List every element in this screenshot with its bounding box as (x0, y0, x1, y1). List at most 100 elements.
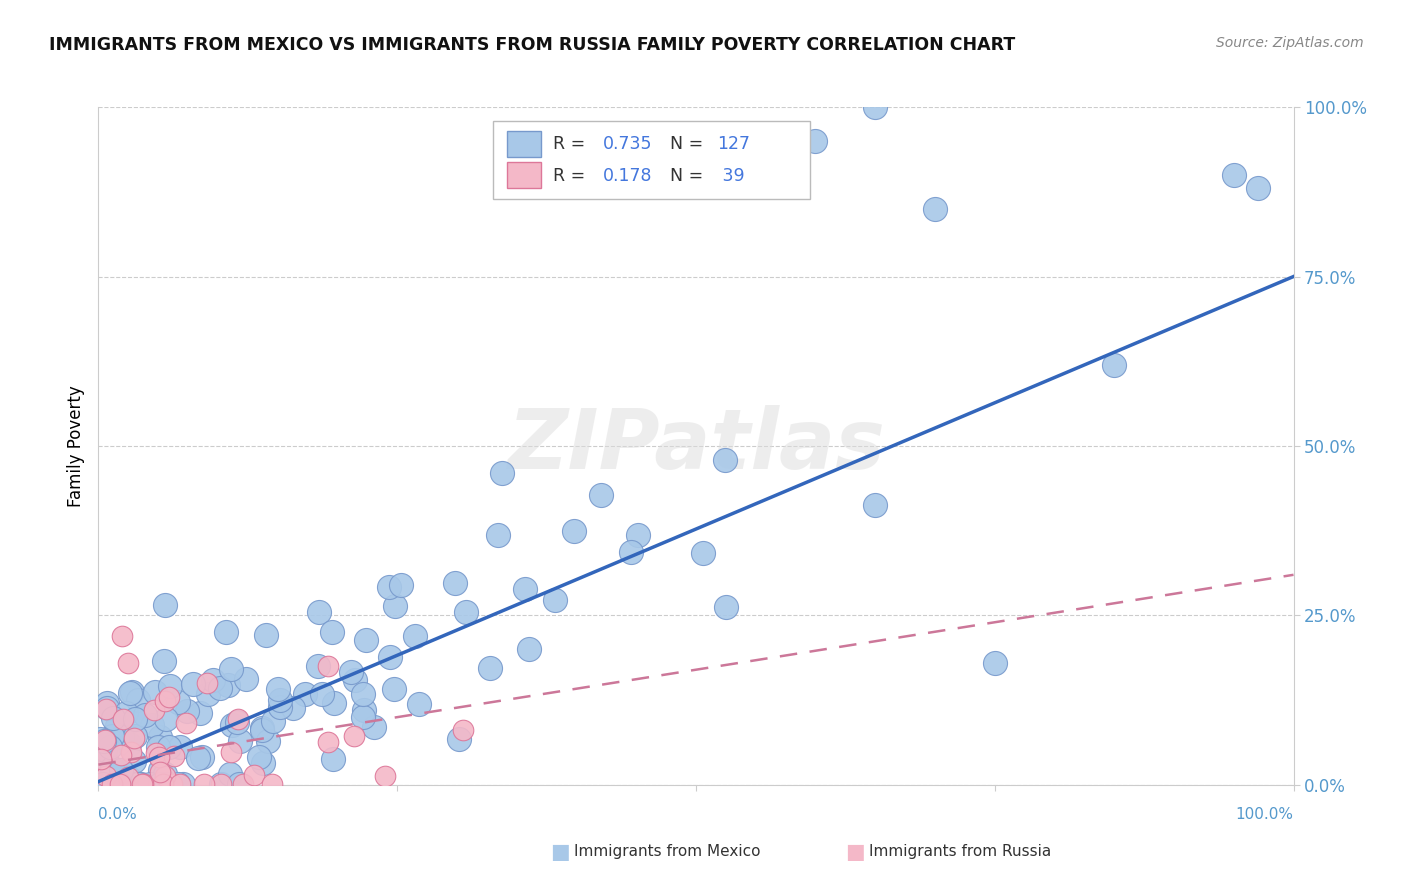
Point (187, 751, 209, 765)
Point (1223, 168, 1246, 182)
Point (352, 710, 374, 724)
Point (456, 605, 478, 619)
Point (153, 598, 176, 612)
Point (316, 734, 339, 748)
Point (163, 748, 186, 763)
Point (120, 745, 142, 759)
Point (101, 777, 124, 791)
Point (112, 712, 135, 726)
Text: R =: R = (553, 167, 591, 185)
Point (153, 694, 176, 708)
Point (478, 661, 501, 675)
Point (378, 580, 401, 594)
Point (257, 734, 280, 748)
Point (131, 777, 153, 791)
Point (104, 777, 127, 791)
Point (129, 777, 152, 791)
Point (162, 777, 184, 791)
Point (127, 693, 149, 707)
Point (101, 729, 124, 743)
Point (201, 673, 224, 688)
Point (352, 688, 374, 702)
Point (110, 777, 132, 791)
Point (143, 684, 166, 698)
Point (152, 655, 174, 669)
Text: N =: N = (669, 135, 709, 153)
Point (408, 698, 430, 712)
Point (353, 703, 375, 717)
Point (149, 777, 172, 791)
Point (169, 740, 191, 755)
Text: R =: R = (553, 135, 591, 153)
Point (215, 625, 238, 640)
Point (865, 498, 887, 512)
Point (155, 712, 177, 726)
Text: IMMIGRANTS FROM MEXICO VS IMMIGRANTS FROM RUSSIA FAMILY POVERTY CORRELATION CHAR: IMMIGRANTS FROM MEXICO VS IMMIGRANTS FRO… (49, 36, 1015, 54)
Point (188, 706, 211, 720)
Point (157, 739, 180, 754)
Point (93, 733, 115, 747)
Point (181, 677, 204, 691)
Point (447, 731, 470, 746)
Point (110, 748, 132, 763)
Point (94, 702, 117, 716)
Text: Immigrants from Russia: Immigrants from Russia (869, 845, 1052, 859)
Point (924, 202, 946, 216)
Point (389, 578, 412, 592)
Text: Source: ZipAtlas.com: Source: ZipAtlas.com (1216, 36, 1364, 50)
Point (153, 769, 176, 783)
Point (94, 733, 117, 747)
Bar (508, 162, 541, 187)
Point (93, 743, 115, 757)
Point (262, 777, 284, 791)
Point (486, 527, 509, 541)
Point (984, 656, 1007, 670)
Point (294, 687, 316, 701)
Point (96, 696, 118, 710)
Point (101, 761, 124, 775)
Text: 100.0%: 100.0% (1236, 807, 1294, 822)
Point (191, 750, 214, 764)
Point (127, 777, 149, 791)
Point (321, 624, 343, 639)
Text: N =: N = (669, 167, 709, 185)
Point (517, 642, 540, 657)
Point (382, 682, 405, 697)
Point (118, 686, 141, 700)
Point (124, 777, 146, 791)
Point (110, 777, 132, 791)
Point (105, 719, 128, 733)
Point (307, 658, 329, 673)
Point (157, 690, 180, 704)
Point (380, 649, 402, 664)
Point (591, 488, 613, 502)
Point (544, 592, 567, 607)
Point (384, 599, 406, 614)
Point (404, 629, 426, 643)
Point (564, 524, 586, 539)
Point (149, 765, 172, 780)
Point (152, 777, 174, 791)
Point (96, 700, 118, 714)
Point (118, 737, 141, 751)
Point (134, 707, 156, 722)
Point (139, 777, 162, 791)
Point (243, 768, 266, 782)
Point (221, 718, 243, 732)
Point (716, 599, 738, 614)
Point (235, 672, 257, 686)
Text: ■: ■ (845, 842, 865, 862)
Point (117, 770, 139, 784)
Point (1104, 358, 1126, 372)
Point (98, 758, 121, 772)
Text: ZIPatlas: ZIPatlas (508, 406, 884, 486)
Point (152, 777, 174, 791)
Point (148, 749, 170, 764)
Point (281, 701, 304, 715)
Point (124, 712, 146, 726)
Point (167, 777, 190, 791)
Point (169, 777, 191, 791)
Point (340, 665, 363, 679)
Point (127, 777, 149, 791)
Point (250, 721, 273, 735)
